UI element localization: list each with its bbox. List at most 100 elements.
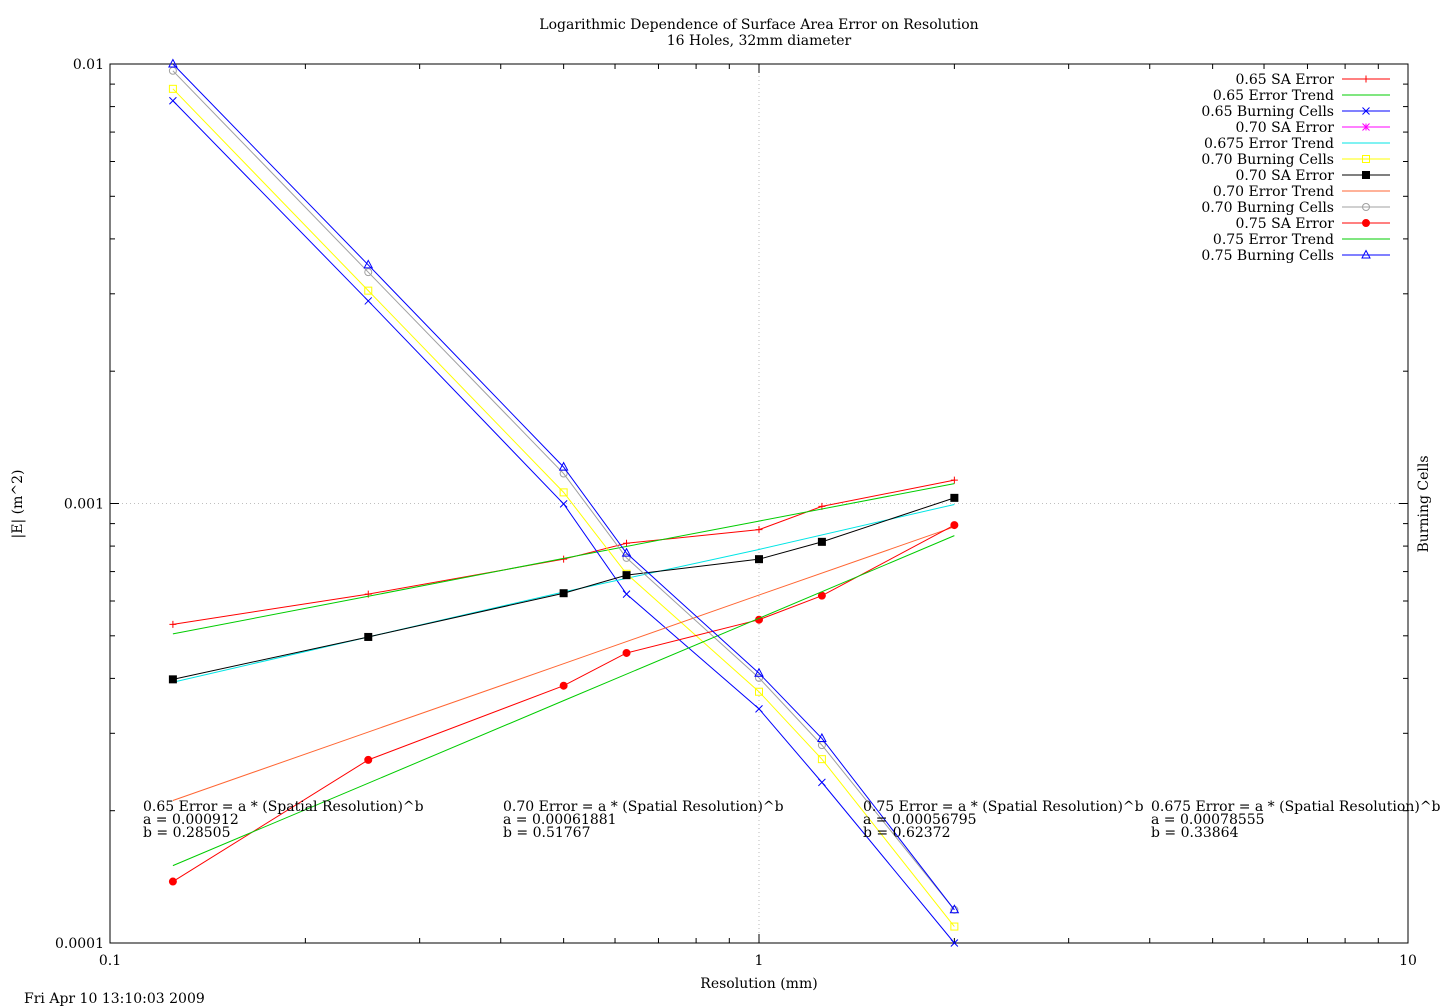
- data-point: [755, 705, 763, 713]
- data-point: [818, 778, 826, 787]
- grid: [110, 64, 1408, 943]
- data-point: [1362, 75, 1370, 83]
- series-line: [172, 526, 955, 801]
- data-point: [950, 939, 959, 947]
- data-point: [1361, 249, 1371, 259]
- series-9: [168, 521, 959, 886]
- data-point: [817, 537, 826, 546]
- legend-label: 0.675 Error Trend: [1204, 136, 1334, 152]
- data-point: [755, 526, 763, 534]
- fit-annotation-line: a = 0.00056795: [863, 812, 977, 828]
- legend-label: 0.70 SA Error: [1236, 120, 1335, 136]
- data-point: [622, 590, 631, 598]
- data-point: [817, 732, 827, 742]
- timestamp: Fri Apr 10 13:10:03 2009: [24, 991, 205, 1007]
- data-point: [754, 667, 764, 677]
- data-point: [623, 539, 631, 547]
- fit-annotation-line: 0.65 Error = a * (Spatial Resolution)^b: [143, 799, 424, 815]
- legend-label: 0.65 Error Trend: [1213, 88, 1334, 104]
- legend-label: 0.70 Burning Cells: [1201, 152, 1334, 168]
- fit-annotation-line: 0.70 Error = a * (Spatial Resolution)^b: [503, 799, 784, 815]
- series-line: [172, 70, 955, 911]
- series-6: [168, 493, 959, 684]
- legend-label: 0.75 Burning Cells: [1201, 248, 1334, 264]
- data-point: [1362, 219, 1370, 227]
- chart-subtitle: 16 Holes, 32mm diameter: [667, 33, 852, 49]
- series-11: [168, 58, 960, 914]
- data-point: [622, 648, 631, 657]
- data-point: [950, 476, 958, 484]
- data-point: [1362, 107, 1370, 115]
- data-point: [950, 521, 959, 530]
- data-point: [558, 461, 569, 471]
- legend-label: 0.70 SA Error: [1236, 168, 1335, 184]
- legend-label: 0.75 Error Trend: [1213, 232, 1334, 248]
- x-tick-label: 0.1: [99, 953, 121, 969]
- chart-title: Logarithmic Dependence of Surface Area E…: [539, 17, 978, 33]
- data-point: [950, 922, 959, 931]
- plot-frame: [109, 63, 1409, 944]
- data-point: [559, 488, 568, 497]
- data-point: [168, 84, 177, 93]
- data-point: [559, 589, 568, 598]
- data-point: [621, 547, 632, 557]
- fit-annotation-line: a = 0.00078555: [1151, 812, 1265, 828]
- data-point: [168, 58, 178, 68]
- data-point: [559, 500, 568, 508]
- legend-label: 0.70 Error Trend: [1213, 184, 1334, 200]
- y-axis-label: |E| (m^2): [10, 470, 26, 539]
- annotations: 0.65 Error = a * (Spatial Resolution)^ba…: [143, 799, 1440, 841]
- series-layer: [168, 58, 960, 947]
- y-tick-label: 0.01: [73, 57, 104, 73]
- x-tick-label: 1: [755, 953, 764, 969]
- data-point: [364, 297, 373, 305]
- fit-annotation-line: b = 0.51767: [503, 825, 591, 841]
- data-point: [364, 632, 373, 641]
- legend-label: 0.75 SA Error: [1236, 216, 1335, 232]
- fit-annotation-line: 0.675 Error = a * (Spatial Resolution)^b: [1151, 799, 1440, 815]
- data-point: [755, 687, 763, 696]
- data-point: [1362, 203, 1370, 211]
- y-tick-label: 0.0001: [55, 936, 104, 952]
- data-point: [1362, 155, 1370, 163]
- series-line: [172, 63, 955, 911]
- fit-annotation-line: a = 0.000912: [143, 812, 239, 828]
- fit-annotation-line: b = 0.28505: [143, 825, 231, 841]
- data-point: [1362, 123, 1370, 131]
- x-tick-label: 10: [1399, 953, 1417, 969]
- series-1: [172, 483, 955, 635]
- data-point: [755, 673, 763, 682]
- series-10: [172, 535, 955, 867]
- series-line: [172, 535, 955, 867]
- tick-labels: 0.1 1 10 0.0001 0.001 0.01: [55, 57, 1417, 969]
- data-point: [949, 904, 960, 914]
- data-point: [364, 268, 373, 277]
- data-point: [364, 755, 373, 764]
- data-point: [755, 555, 763, 564]
- data-point: [169, 96, 177, 105]
- series-2: [169, 96, 959, 947]
- data-point: [950, 493, 959, 502]
- data-point: [168, 877, 177, 886]
- fit-annotation-line: a = 0.00061881: [503, 812, 617, 828]
- data-point: [622, 571, 631, 580]
- fit-annotation-line: b = 0.33864: [1151, 825, 1239, 841]
- data-point: [817, 755, 826, 764]
- y2-axis-label: Burning Cells: [1416, 455, 1432, 552]
- data-point: [559, 681, 568, 690]
- data-point: [622, 553, 631, 562]
- series-7: [172, 526, 955, 801]
- data-point: [363, 259, 374, 269]
- series-0: [169, 476, 958, 628]
- fit-annotation-line: 0.75 Error = a * (Spatial Resolution)^b: [863, 799, 1144, 815]
- fit-annotation-line: b = 0.62372: [863, 825, 951, 841]
- series-line: [172, 483, 955, 635]
- data-point: [1362, 171, 1370, 179]
- legend-label: 0.70 Burning Cells: [1201, 200, 1334, 216]
- data-point: [169, 620, 177, 628]
- data-point: [168, 675, 177, 684]
- y-tick-label: 0.001: [64, 497, 104, 513]
- legend-label: 0.65 SA Error: [1236, 72, 1335, 88]
